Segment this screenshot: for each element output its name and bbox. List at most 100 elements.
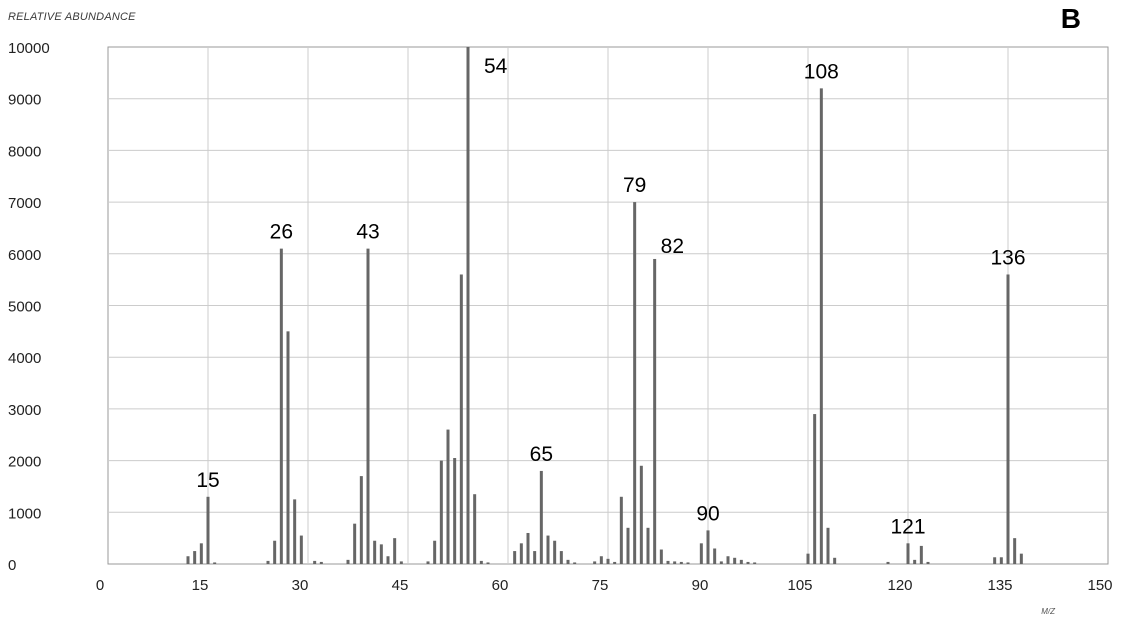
spectrum-bar xyxy=(393,538,397,564)
spectrum-bar xyxy=(433,540,437,564)
y-tick-label: 10000 xyxy=(8,40,50,57)
spectrum-bar xyxy=(806,553,810,564)
spectrum-bar xyxy=(633,202,637,564)
x-tick-label: 45 xyxy=(392,577,409,594)
peak-label: 26 xyxy=(270,221,293,244)
spectrum-bar xyxy=(739,559,743,564)
spectrum-bar xyxy=(626,527,630,564)
spectrum-bar xyxy=(386,556,390,564)
spectrum-bar xyxy=(1019,553,1023,564)
spectrum-bar xyxy=(279,248,283,564)
spectrum-bar xyxy=(293,499,297,564)
spectrum-bar xyxy=(886,561,890,564)
spectrum-bar xyxy=(719,561,723,564)
spectrum-bar xyxy=(206,496,210,564)
spectrum-bar xyxy=(906,543,910,564)
peak-labels: 15 26 43 54 65 79 82 90 108 121 136 xyxy=(196,55,1025,538)
peak-label: 43 xyxy=(356,221,379,244)
spectrum-bar xyxy=(559,551,563,564)
peak-label: 65 xyxy=(530,443,553,466)
peak-label: 90 xyxy=(696,502,719,525)
spectrum-bar xyxy=(479,560,483,564)
spectrum-bar xyxy=(439,460,443,564)
y-tick-label: 9000 xyxy=(8,92,41,109)
spectrum-bar xyxy=(1013,538,1017,564)
x-tick-label: 60 xyxy=(492,577,509,594)
y-tick-label: 7000 xyxy=(8,195,41,212)
spectrum-bar xyxy=(313,560,317,564)
spectrum-bar xyxy=(653,258,657,564)
y-tick-label: 0 xyxy=(8,557,16,574)
spectrum-bar xyxy=(519,543,523,564)
x-tick-label: 120 xyxy=(887,577,912,594)
spectrum-bar xyxy=(533,551,537,564)
spectrum-bar xyxy=(1006,274,1010,564)
spectrum-bar xyxy=(619,496,623,564)
spectrum-bar xyxy=(186,556,190,564)
spectrum-bar xyxy=(193,551,197,564)
spectrum-bar xyxy=(459,274,463,564)
spectrum-bar xyxy=(706,530,710,564)
y-tick-label: 5000 xyxy=(8,299,41,316)
spectrum-bar xyxy=(666,560,670,564)
spectrum-bar xyxy=(566,559,570,564)
ticks: 0 15 30 45 60 75 90 105 120 135 150 0 1000 2000 3000 40… xyxy=(8,40,1113,594)
spectrum-bar xyxy=(646,527,650,564)
x-tick-label: 90 xyxy=(692,577,709,594)
spectrum-bar xyxy=(713,548,717,564)
spectrum-bar xyxy=(446,429,450,564)
spectrum-bar xyxy=(733,557,737,564)
x-tick-label: 150 xyxy=(1087,577,1112,594)
spectrum-bar xyxy=(573,562,577,564)
spectrum-bar xyxy=(426,561,430,564)
spectrum-bar xyxy=(359,476,363,564)
peak-label: 79 xyxy=(623,174,646,197)
spectrum-bar xyxy=(613,561,617,564)
grid xyxy=(107,46,1109,565)
spectrum-bar xyxy=(539,470,543,564)
spectrum-bar xyxy=(553,540,557,564)
x-tick-label: 75 xyxy=(592,577,609,594)
peak-label: 15 xyxy=(196,469,219,492)
spectrum-bar xyxy=(546,535,550,564)
spectrum-bar xyxy=(686,562,690,564)
x-tick-label: 135 xyxy=(987,577,1012,594)
spectrum-bar xyxy=(379,544,383,564)
x-tick-label: 105 xyxy=(787,577,812,594)
spectrum-bar xyxy=(659,549,663,564)
spectrum-bar xyxy=(819,88,823,565)
peak-label: 82 xyxy=(661,235,684,258)
spectrum-bar xyxy=(286,331,290,564)
spectrum-bar xyxy=(913,559,917,564)
spectrum-bar xyxy=(266,560,270,564)
spectrum-bar xyxy=(319,561,323,564)
y-tick-label: 6000 xyxy=(8,247,41,264)
spectrum-bar xyxy=(353,523,357,564)
x-tick-label: 0 xyxy=(96,577,104,594)
spectrum-bar xyxy=(833,557,837,564)
spectrum-bar xyxy=(926,561,930,564)
spectrum-bar xyxy=(726,556,730,564)
spectrum-bar xyxy=(606,558,610,564)
spectrum-bar xyxy=(599,556,603,564)
x-tick-label: 30 xyxy=(292,577,309,594)
spectrum-bar xyxy=(999,557,1003,564)
spectrum-bar xyxy=(453,458,457,564)
y-tick-label: 2000 xyxy=(8,454,41,471)
spectrum-bar xyxy=(593,561,597,564)
spectrum-bar xyxy=(826,527,830,564)
spectrum-bar xyxy=(199,543,203,564)
x-tick-label: 15 xyxy=(192,577,209,594)
spectrum-bar xyxy=(526,532,530,564)
spectrum-bar xyxy=(699,543,703,564)
peak-label: 136 xyxy=(990,246,1025,269)
spectrum-bar xyxy=(919,545,923,564)
spectrum-bar xyxy=(746,561,750,564)
panel-label: B xyxy=(1060,3,1081,34)
x-axis-label: M/Z xyxy=(1041,607,1055,616)
spectrum-bar xyxy=(813,414,817,564)
spectrum-bar xyxy=(486,562,490,564)
spectrum-bar xyxy=(399,561,403,564)
y-tick-label: 4000 xyxy=(8,350,41,367)
